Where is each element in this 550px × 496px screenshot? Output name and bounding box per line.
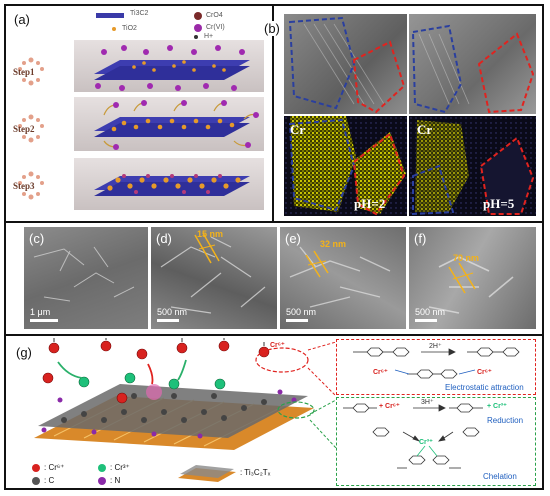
legend-cro4: CrO4 (206, 12, 223, 19)
map-ph-5: pH=5 (483, 196, 515, 211)
edx-map-ph2: Cr pH=2 (284, 116, 407, 216)
divider-ab (272, 4, 274, 222)
divider-bottom (4, 334, 544, 336)
panel-label-d: (d) (156, 231, 172, 246)
step2-icon (14, 113, 48, 143)
plus-cr6: + Cr⁶⁺ (379, 403, 400, 410)
step3-scene (74, 158, 264, 210)
figure-frame (4, 4, 544, 490)
thickness-e: 32 nm (320, 239, 347, 249)
map-ph-2: pH=2 (354, 196, 386, 211)
electrostatic-box: 2H⁺ Cr⁶⁺ Cr⁶⁺ Electrostatic attraction (336, 339, 536, 395)
step1-scene (74, 40, 264, 92)
legend-cr3-label: : Cr³⁺ (110, 463, 130, 472)
sem-b-ph5 (409, 14, 536, 114)
panel-label-a: (a) (14, 12, 30, 27)
sem-c: (c) 1 μm (24, 227, 148, 329)
step2-scene (74, 97, 264, 151)
map-element-ph2: Cr (290, 122, 306, 137)
panel-label-c: (c) (29, 231, 45, 246)
cr6-right: Cr⁶⁺ (477, 369, 492, 376)
ion-label-cr6: Cr⁶⁺ (270, 342, 285, 349)
panel-a-legend: Ti3C2 TiO2 CrO4 Cr(VI) H+ (90, 10, 270, 40)
legend-ti3c2: Ti3C2 (130, 10, 149, 17)
reduction-chelation-box: + Cr⁶⁺ 3H⁺ + Cr³⁺ Reduction Cr³⁺ Chelati… (336, 397, 536, 486)
step2-label: Step2 (13, 124, 35, 134)
panel-label-g: (g) (16, 345, 32, 360)
sem-b-ph2 (284, 14, 407, 114)
cr3-center: Cr³⁺ (419, 439, 433, 446)
scalebar-e-label: 500 nm (286, 307, 317, 317)
chelation-label: Chelation (483, 472, 517, 481)
thickness-f: 70 nm (453, 253, 480, 263)
legend-tio2: TiO2 (122, 25, 137, 32)
legend-n-label: : N (110, 476, 121, 485)
panel-label-f: (f) (414, 231, 427, 246)
scalebar-f-label: 500 nm (415, 307, 446, 317)
legend-mxene-label: : Ti₃C₂Tₓ (240, 468, 271, 477)
sem-f: (f) 70 nm 500 nm (409, 227, 536, 329)
panel-g-legend: : Cr⁶⁺ : Cr³⁺ : C : N : Ti₃C₂Tₓ (28, 462, 318, 488)
reagent-2h: 2H⁺ (429, 343, 442, 350)
reduction-label: Reduction (487, 416, 524, 425)
sem-d: (d) 15 nm 500 nm (151, 227, 277, 329)
legend-h: H+ (204, 33, 214, 40)
scalebar-c-label: 1 μm (30, 307, 51, 317)
legend-cr6-label: : Cr⁶⁺ (44, 463, 65, 472)
step3-icon (14, 170, 48, 200)
plus-cr3: + Cr³⁺ (487, 403, 507, 410)
legend-c-label: : C (44, 476, 55, 485)
step3-label: Step3 (13, 181, 35, 191)
electrostatic-label: Electrostatic attraction (445, 383, 524, 392)
edx-map-ph5: Cr pH=5 (409, 116, 536, 216)
mxene-scene: Cr⁶⁺ (24, 336, 316, 460)
step1-icon (14, 56, 48, 86)
cr6-left: Cr⁶⁺ (373, 369, 388, 376)
thickness-d: 15 nm (197, 229, 224, 239)
panel-label-b: (b) (262, 21, 282, 36)
connector-lines (300, 340, 340, 450)
step1-label: Step1 (13, 67, 35, 77)
sem-e: (e) 32 nm 500 nm (280, 227, 406, 329)
scalebar-d-label: 500 nm (157, 307, 188, 317)
map-element-ph5: Cr (417, 122, 433, 137)
panel-label-e: (e) (285, 231, 301, 246)
legend-crvi: Cr(VI) (206, 24, 225, 31)
reagent-3h: 3H⁺ (421, 399, 434, 406)
divider-top (4, 221, 544, 223)
